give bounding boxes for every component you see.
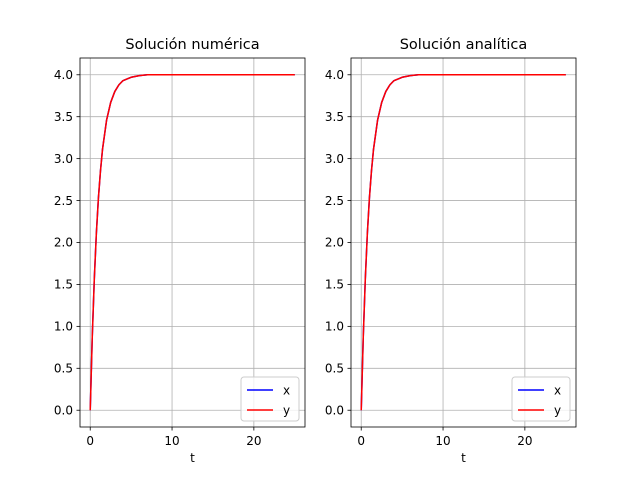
y-tick-label: 3.5: [325, 110, 344, 124]
y-tick-label: 0.5: [325, 361, 344, 375]
y-tick-label: 1.5: [54, 278, 73, 292]
chart-title: Solución analítica: [400, 37, 528, 53]
y-tick-label: 2.5: [325, 194, 344, 208]
legend: xy: [511, 376, 571, 422]
y-tick-label: 1.0: [54, 320, 73, 334]
y-tick-label: 1.0: [325, 320, 344, 334]
x-axis-label: t: [190, 451, 195, 465]
y-tick-label: 1.5: [325, 278, 344, 292]
series-line-y: [89, 74, 295, 411]
x-tick-label: 20: [517, 434, 532, 448]
series-line-y: [360, 74, 566, 411]
legend-label-x: x: [554, 383, 561, 397]
chart-title: Solución numérica: [125, 37, 259, 53]
legend-label-y: y: [283, 403, 290, 417]
chart-analytical-solution: 0 10 20 0.0 0.5 1.0 1.5 2.0 2.5 3.0 3.5 4.0 Solución…: [325, 37, 577, 465]
y-tick-label: 2.0: [54, 236, 73, 250]
legend-label-x: x: [283, 383, 290, 397]
legend: xy: [240, 376, 300, 422]
legend-label-y: y: [554, 403, 561, 417]
x-tick-label: 10: [435, 434, 450, 448]
y-tick-label: 2.0: [325, 236, 344, 250]
y-tick-label: 4.0: [54, 68, 73, 82]
legend-box: [240, 376, 300, 422]
x-tick-label: 0: [86, 434, 94, 448]
y-tick-label: 4.0: [325, 68, 344, 82]
chart-numerical-solution: 0 10 20 0.0 0.5 1.0 1.5 2.0 2.5 3.0 3.5 4.0 Solución…: [54, 37, 306, 465]
x-tick-label: 10: [164, 434, 179, 448]
y-tick-label: 3.0: [54, 152, 73, 166]
y-tick-label: 3.0: [325, 152, 344, 166]
y-tick-label: 3.5: [54, 110, 73, 124]
x-tick-label: 20: [246, 434, 261, 448]
y-tick-label: 0.0: [325, 403, 344, 417]
y-tick-label: 2.5: [54, 194, 73, 208]
x-axis-label: t: [461, 451, 466, 465]
y-tick-label: 0.0: [54, 403, 73, 417]
y-tick-label: 0.5: [54, 361, 73, 375]
legend-box: [511, 376, 571, 422]
x-tick-label: 0: [357, 434, 365, 448]
